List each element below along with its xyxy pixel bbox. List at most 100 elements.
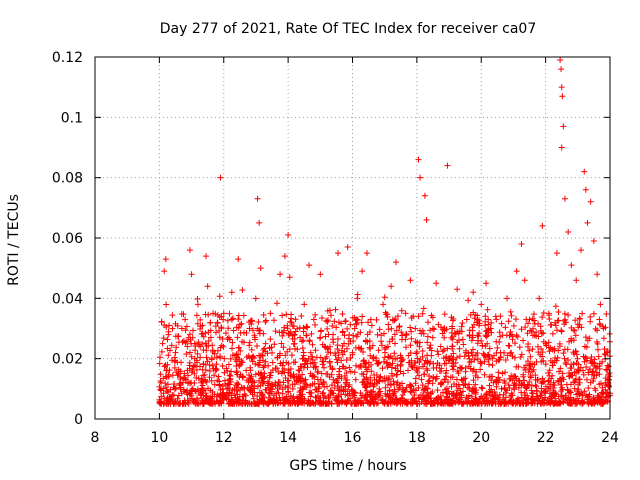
data-point — [478, 393, 485, 400]
data-point — [251, 385, 258, 392]
data-point — [336, 365, 343, 372]
data-point — [346, 331, 353, 338]
data-point — [393, 395, 400, 402]
data-point — [178, 390, 185, 397]
data-point — [545, 369, 552, 376]
data-point — [437, 399, 444, 406]
data-point — [552, 354, 559, 361]
data-point — [235, 400, 242, 407]
data-point — [578, 324, 585, 331]
data-point — [220, 310, 227, 317]
data-point — [436, 362, 443, 369]
data-point — [199, 322, 206, 329]
data-point — [472, 311, 479, 318]
data-point — [498, 385, 505, 392]
data-point — [448, 360, 455, 367]
data-point — [375, 347, 382, 354]
data-point — [496, 356, 503, 363]
data-point — [257, 265, 264, 272]
data-point — [194, 395, 201, 402]
data-point — [239, 287, 246, 294]
data-point — [533, 359, 540, 366]
data-point — [319, 358, 326, 365]
data-point — [232, 356, 239, 363]
data-point — [156, 398, 163, 405]
data-point — [218, 324, 225, 331]
data-point — [572, 400, 579, 407]
data-point — [564, 386, 571, 393]
data-point — [430, 373, 437, 380]
data-point — [455, 370, 462, 377]
data-point — [472, 351, 479, 358]
data-point — [307, 360, 314, 367]
data-point — [226, 336, 233, 343]
data-point — [248, 321, 255, 328]
data-point — [476, 330, 483, 337]
data-point — [484, 340, 491, 347]
data-point — [448, 314, 455, 321]
data-point — [540, 329, 547, 336]
data-point — [338, 320, 345, 327]
data-point — [216, 293, 223, 300]
x-tick-label: 14 — [279, 430, 297, 446]
data-point — [303, 332, 310, 339]
data-point — [278, 340, 285, 347]
data-point — [420, 371, 427, 378]
data-point — [177, 368, 184, 375]
data-point — [209, 347, 216, 354]
data-point — [421, 386, 428, 393]
data-point — [463, 316, 470, 323]
data-point — [327, 391, 334, 398]
data-point — [449, 317, 456, 324]
data-point — [434, 387, 441, 394]
data-point — [459, 320, 466, 327]
data-point — [251, 334, 258, 341]
data-point — [388, 364, 395, 371]
data-point — [500, 391, 507, 398]
data-point — [239, 393, 246, 400]
data-point — [530, 311, 537, 318]
data-point — [465, 297, 472, 304]
data-point — [496, 329, 503, 336]
data-point — [170, 392, 177, 399]
data-point — [594, 271, 601, 278]
data-point — [398, 380, 405, 387]
data-point — [178, 310, 185, 317]
data-point — [537, 323, 544, 330]
data-point — [189, 395, 196, 402]
data-point — [495, 369, 502, 376]
data-point — [603, 366, 610, 373]
data-point — [240, 312, 247, 319]
data-point — [257, 371, 264, 378]
y-tick-label: 0.12 — [52, 50, 83, 66]
data-point — [353, 333, 360, 340]
data-point — [369, 342, 376, 349]
data-point — [203, 253, 210, 260]
data-point — [485, 326, 492, 333]
data-point — [218, 313, 225, 320]
data-point — [503, 332, 510, 339]
data-point — [347, 321, 354, 328]
data-point — [197, 326, 204, 333]
data-point — [334, 359, 341, 366]
data-point — [205, 329, 212, 336]
data-point — [217, 386, 224, 393]
data-point — [234, 371, 241, 378]
data-point — [416, 394, 423, 401]
data-point — [584, 394, 591, 401]
data-point — [288, 319, 295, 326]
data-point — [399, 400, 406, 407]
data-point — [380, 358, 387, 365]
data-point — [382, 390, 389, 397]
data-point — [182, 327, 189, 334]
data-point — [439, 330, 446, 337]
data-point — [521, 277, 528, 284]
data-point — [549, 372, 556, 379]
data-point — [505, 318, 512, 325]
data-point — [225, 361, 232, 368]
data-point — [571, 385, 578, 392]
data-point — [543, 342, 550, 349]
data-point — [585, 384, 592, 391]
data-point — [307, 349, 314, 356]
data-point — [294, 325, 301, 332]
